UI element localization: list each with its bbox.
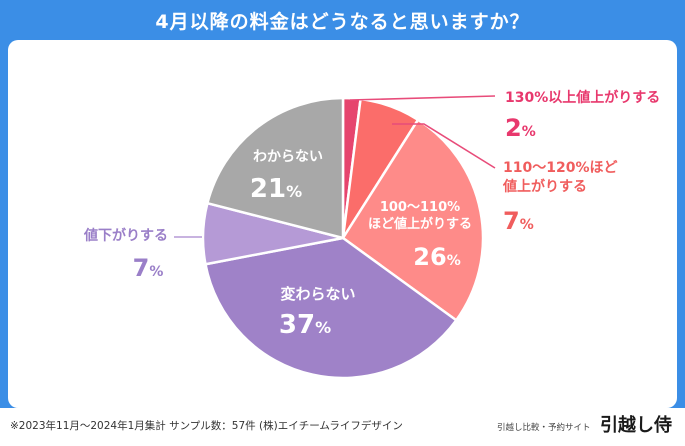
slice-2-leader-line (392, 123, 496, 169)
slice-6-value-label: 21% (250, 174, 302, 204)
slice-4-label-line-1: 変わらない (280, 285, 355, 303)
slice-1-label-line-1: 130%以上値上がりする (505, 89, 660, 106)
footer-bar (0, 408, 685, 446)
brand-logo-text: 引越し侍 (600, 415, 672, 436)
slice-1-value-label: 2% (505, 114, 536, 142)
slice-3-label-line-1: 100～110% (380, 200, 460, 215)
slice-2-label-line-1: 110～120%ほど (503, 160, 617, 176)
slice-2-value-label: 7% (503, 207, 534, 235)
slice-3-wedge (341, 118, 485, 322)
survey-footnote: ※2023年11月～2024年1月集計 サンプル数：57件 (株)エイチームライ… (10, 420, 403, 432)
slice-2-label-line-2: 値上がりする (502, 178, 587, 195)
slice-3-value-label: 26% (413, 243, 460, 271)
slice-5-label-line-1: 値下がりする (83, 227, 168, 244)
slice-4-value-label: 37% (279, 310, 331, 340)
slice-3-label-line-2: ほど値上がりする (368, 216, 472, 232)
slice-6-wedge (206, 96, 345, 240)
slice-6-label-line-1: わからない (253, 149, 323, 165)
slice-4-wedge (204, 236, 458, 380)
brand-caption: 引越し比較・予約サイト (497, 423, 591, 433)
chart-title: 4月以降の料金はどうなると思いますか？ (155, 10, 530, 33)
slice-5-value-label: 7% (133, 254, 164, 282)
slice-1-leader-line (349, 95, 496, 101)
